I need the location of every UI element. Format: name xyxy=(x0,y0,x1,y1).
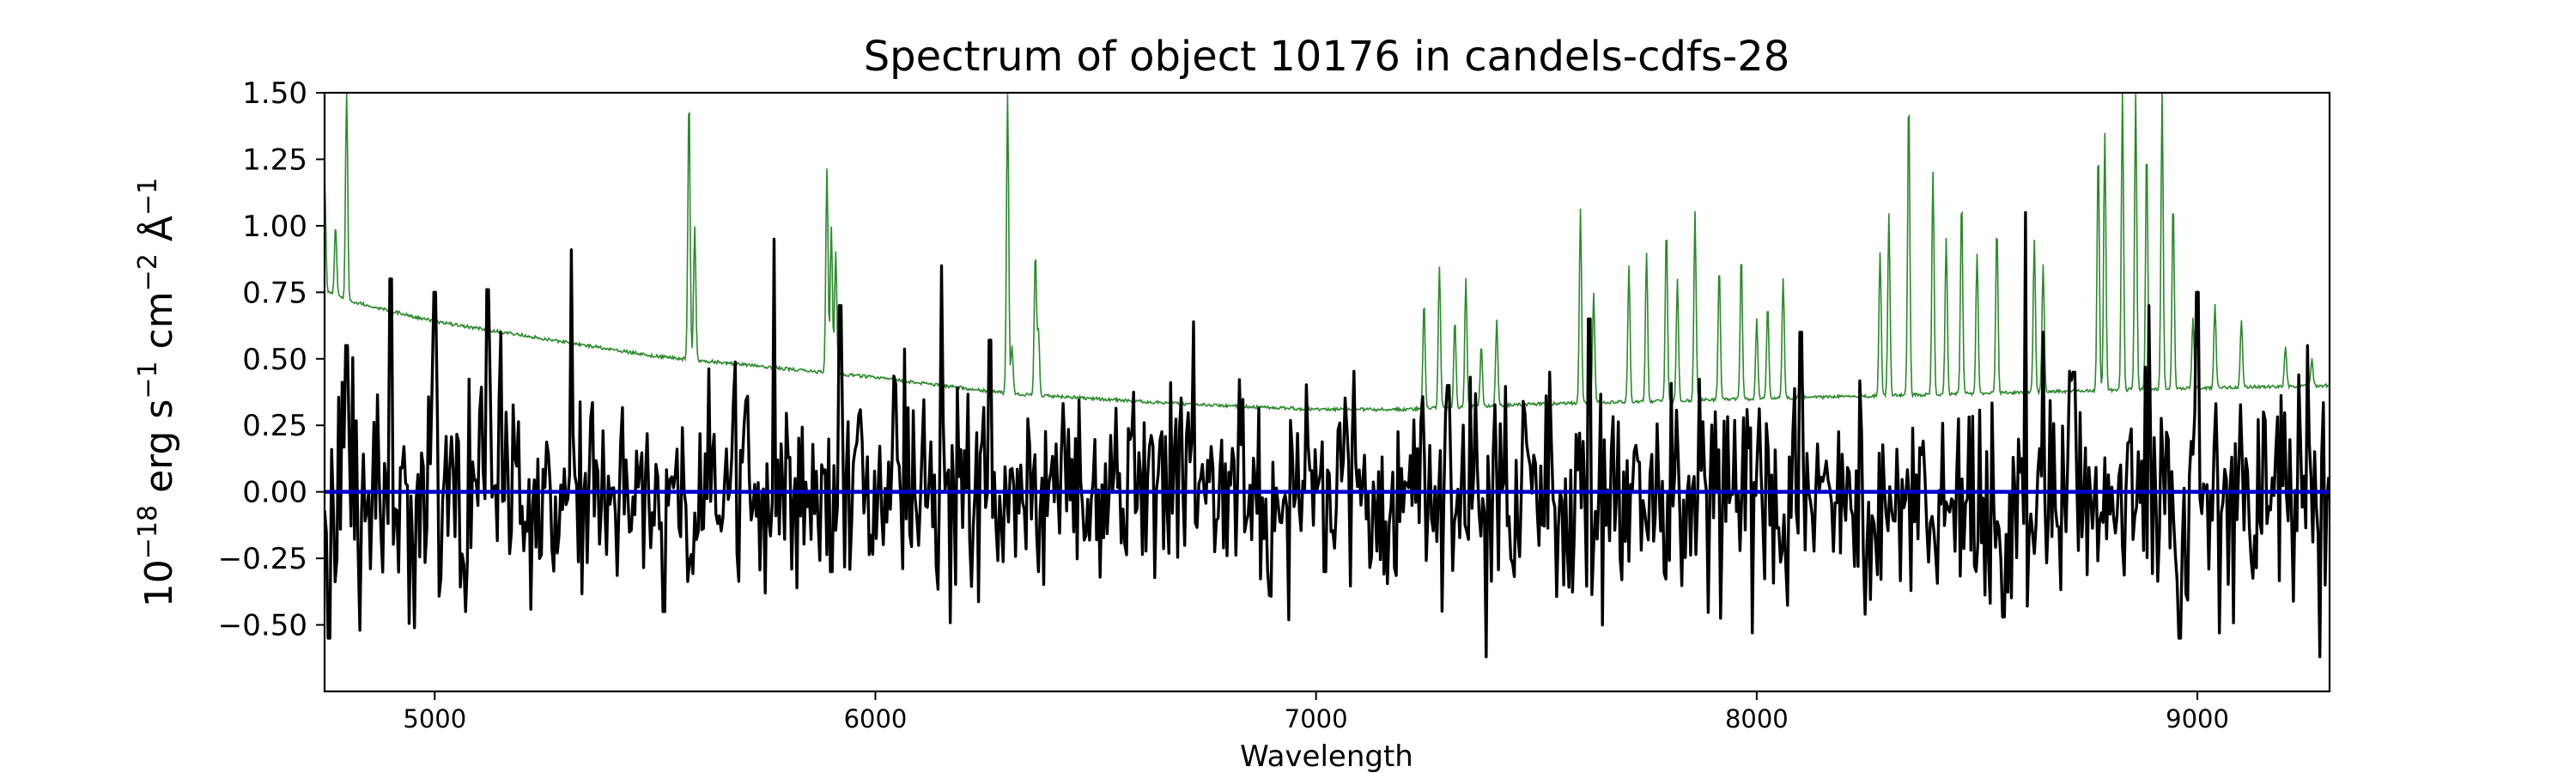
y-label-unit: erg s xyxy=(137,399,181,493)
x-tick-label: 9000 xyxy=(2166,704,2229,733)
x-tick-label: 6000 xyxy=(844,704,908,733)
x-axis-label: Wavelength xyxy=(1240,740,1413,773)
y-tick-label: −0.25 xyxy=(218,542,307,576)
y-label-exponent: −18 xyxy=(133,505,163,559)
y-tick-label: 0.00 xyxy=(242,476,307,510)
chart-title: Spectrum of object 10176 in candels-cdfs… xyxy=(864,33,1790,81)
y-tick-label: −0.50 xyxy=(218,609,307,643)
y-label-base: 10 xyxy=(137,559,181,607)
plot-area xyxy=(325,93,2330,659)
y-label-angstrom: Å xyxy=(136,216,181,241)
y-axis-ticks: −0.50 −0.25 0.00 0.25 0.50 0.75 1.00 1.25 1.50 xyxy=(218,76,325,643)
x-tick-label: 8000 xyxy=(1725,704,1789,733)
noise-line xyxy=(325,93,2330,413)
y-label-cm-exponent: −2 xyxy=(133,253,163,291)
y-tick-label: 1.25 xyxy=(242,143,307,177)
y-label-cm: cm xyxy=(137,291,181,349)
y-label-s-exponent: −1 xyxy=(133,361,163,399)
y-tick-label: 1.50 xyxy=(242,76,307,111)
noise-series xyxy=(325,93,2330,413)
y-label-angstrom-exponent: −1 xyxy=(133,178,163,216)
y-axis-label: 10−18 erg s−1 cm−2 Å−1 xyxy=(133,178,181,607)
y-tick-label: 0.25 xyxy=(242,409,307,443)
x-tick-label: 7000 xyxy=(1285,704,1348,733)
y-tick-label: 0.75 xyxy=(242,276,307,310)
flux-series xyxy=(325,210,2330,659)
flux-line xyxy=(325,210,2330,659)
x-tick-label: 5000 xyxy=(403,704,466,733)
y-tick-label: 0.50 xyxy=(242,343,307,377)
x-axis-ticks: 5000 6000 7000 8000 9000 xyxy=(403,691,2229,733)
plot-frame xyxy=(323,91,2331,693)
y-tick-label: 1.00 xyxy=(242,210,307,244)
